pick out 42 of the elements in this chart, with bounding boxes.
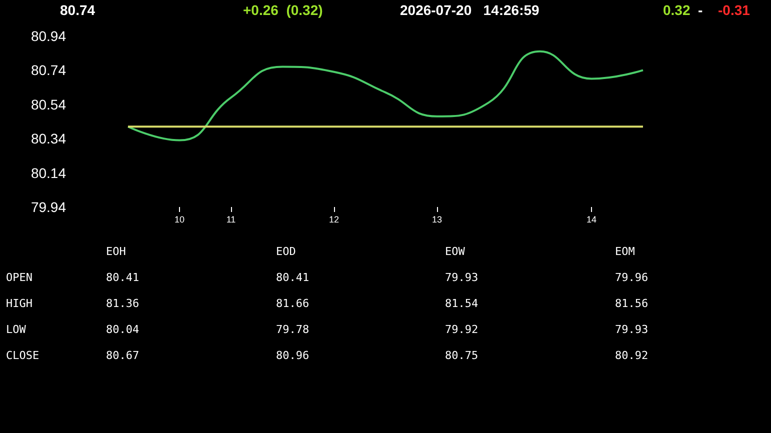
y-tick-label: 80.34 bbox=[30, 130, 66, 147]
y-tick-label: 79.94 bbox=[30, 199, 66, 215]
y-tick-label: 80.54 bbox=[30, 96, 66, 112]
text: -0.31 bbox=[718, 2, 750, 18]
x-tick-label: 13 bbox=[432, 214, 442, 224]
text: 80.04 bbox=[106, 323, 140, 336]
text: EOD bbox=[276, 245, 296, 258]
text: 81.66 bbox=[276, 297, 310, 310]
text: 81.36 bbox=[106, 297, 140, 310]
text: 79.92 bbox=[445, 323, 478, 336]
text: 79.93 bbox=[445, 271, 478, 284]
x-tick-label: 10 bbox=[174, 214, 185, 224]
line-series bbox=[127, 50, 644, 142]
x-tick-label: 11 bbox=[226, 214, 236, 224]
text: 0.32 bbox=[663, 2, 690, 18]
text: 80.75 bbox=[445, 349, 478, 362]
text: CLOSE bbox=[6, 349, 40, 362]
text: 79.78 bbox=[276, 323, 310, 336]
text: HIGH bbox=[6, 297, 32, 310]
text: 80.67 bbox=[106, 349, 140, 362]
text: OPEN bbox=[6, 271, 32, 284]
text: LOW bbox=[6, 323, 26, 336]
text: 81.56 bbox=[615, 297, 648, 310]
x-tick-label: 14 bbox=[586, 214, 597, 224]
text: 80.92 bbox=[615, 349, 648, 362]
text: 80.41 bbox=[276, 271, 310, 284]
text: 2026-07-20 14:26:59 bbox=[400, 2, 540, 18]
y-tick-label: 80.14 bbox=[30, 164, 66, 181]
text: 81.54 bbox=[445, 297, 478, 310]
x-tick-label: 12 bbox=[328, 214, 340, 224]
text: 80.41 bbox=[106, 271, 140, 284]
y-tick-label: 80.94 bbox=[30, 28, 66, 44]
text: EOW bbox=[445, 245, 466, 258]
text: - bbox=[698, 2, 703, 18]
y-tick-label: 80.74 bbox=[30, 62, 66, 78]
text: 79.93 bbox=[615, 323, 648, 336]
text: +0.26 (0.32) bbox=[243, 2, 323, 18]
text: EOM bbox=[615, 245, 636, 258]
text: EOH bbox=[106, 245, 126, 258]
chart-title: 80.74 bbox=[60, 2, 96, 18]
text: 79.96 bbox=[615, 271, 648, 284]
text: 80.96 bbox=[276, 349, 310, 362]
